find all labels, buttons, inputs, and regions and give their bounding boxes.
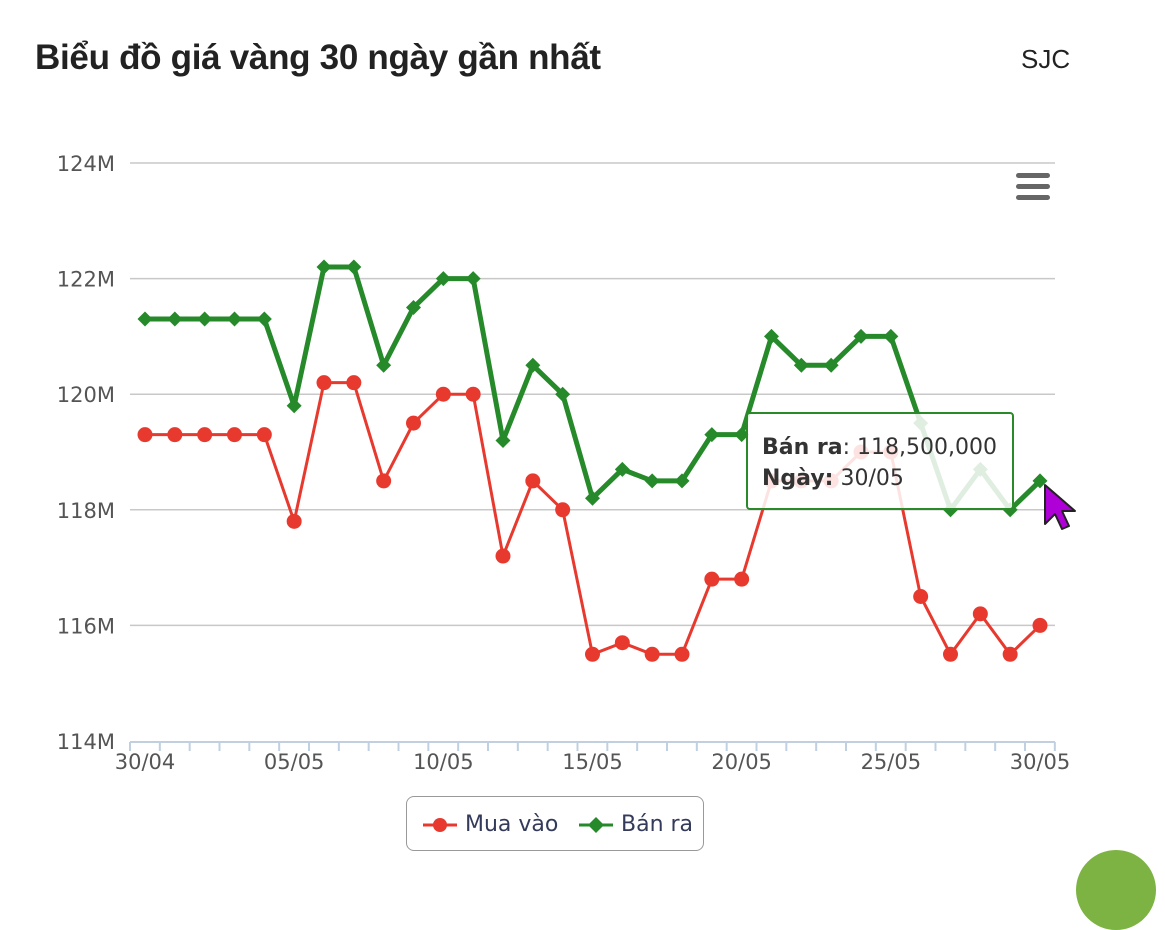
y-tick-label: 124M: [57, 152, 115, 176]
data-point-buy: [256, 427, 272, 443]
data-point-sell: [435, 271, 451, 287]
data-point-buy: [465, 386, 481, 402]
data-point-buy: [137, 427, 153, 443]
x-axis: [129, 741, 1056, 751]
data-point-buy: [406, 415, 421, 431]
data-point-buy: [972, 606, 988, 622]
mouse-cursor-icon: [1044, 484, 1076, 530]
page-title: Biểu đồ giá vàng 30 ngày gần nhất: [35, 38, 601, 77]
gold-brand-badge[interactable]: SJC: [1021, 44, 1071, 74]
data-point-sell: [823, 357, 839, 373]
data-point-buy: [495, 548, 511, 564]
data-point-sell: [495, 432, 511, 448]
chart-legend: Mua vào Bán ra: [406, 796, 704, 851]
tooltip-series-label: Bán ra: [762, 435, 843, 460]
data-point-buy: [943, 646, 958, 662]
data-point-buy: [585, 646, 600, 662]
data-point-buy: [525, 473, 541, 489]
data-point-sell: [256, 311, 272, 327]
data-point-buy: [1032, 617, 1048, 633]
data-point-sell: [346, 259, 362, 275]
x-tick-label: 05/05: [264, 750, 325, 774]
x-tick-label: 25/05: [861, 750, 922, 774]
y-axis-tick-labels: 114M 116M 118M 120M 122M 124M: [57, 152, 115, 754]
y-tick-label: 120M: [57, 383, 115, 407]
data-point-sell: [316, 259, 332, 275]
data-point-buy: [197, 427, 213, 443]
data-point-sell: [734, 427, 750, 443]
legend-buy-label: Mua vào: [465, 812, 559, 837]
data-point-sell: [525, 357, 541, 373]
legend-sell-marker-icon: [579, 816, 613, 833]
x-tick-label: 30/05: [1010, 750, 1071, 774]
data-point-buy: [734, 571, 750, 587]
grid-lines: [130, 162, 1055, 627]
data-point-sell: [674, 473, 690, 489]
hamburger-menu-icon: [1016, 173, 1050, 178]
data-point-buy: [346, 375, 362, 391]
chart-menu-button[interactable]: [1012, 170, 1054, 204]
x-tick-label: 15/05: [562, 750, 623, 774]
data-point-buy: [913, 589, 929, 604]
data-point-buy: [376, 473, 392, 489]
data-point-sell: [167, 311, 183, 327]
data-point-sell: [1032, 473, 1048, 489]
data-point-buy: [644, 646, 660, 662]
data-point-buy: [286, 513, 302, 529]
x-tick-label: 10/05: [413, 750, 474, 774]
data-point-sell: [614, 461, 630, 477]
floating-action-button[interactable]: [1076, 850, 1156, 930]
legend-item-buy[interactable]: Mua vào: [421, 797, 558, 852]
data-point-buy: [1002, 646, 1018, 662]
data-point-sell: [197, 311, 213, 327]
data-point-sell: [555, 386, 571, 402]
tooltip-value: 118,500,000: [857, 435, 998, 460]
data-point-sell: [376, 357, 392, 373]
legend-item-sell[interactable]: Bán ra: [577, 797, 693, 852]
data-point-buy: [674, 646, 690, 662]
data-point-buy: [167, 427, 183, 443]
y-tick-label: 122M: [57, 268, 115, 292]
series-sell: [137, 259, 1048, 518]
x-tick-label: 30/04: [115, 750, 176, 774]
tooltip-date-label: Ngày:: [762, 466, 834, 491]
y-tick-label: 116M: [57, 614, 115, 638]
data-point-sell: [853, 328, 869, 344]
data-point-sell: [465, 271, 481, 287]
data-point-sell: [227, 311, 242, 327]
x-axis-tick-labels: 30/04 05/05 10/05 15/05 20/05 25/05 30/05: [115, 750, 1071, 774]
tooltip-date-value: 30/05: [840, 466, 904, 491]
data-point-sell: [406, 300, 421, 315]
legend-buy-marker-icon: [423, 817, 457, 832]
data-point-sell: [585, 490, 600, 506]
legend-sell-label: Bán ra: [621, 812, 694, 837]
data-point-sell: [704, 427, 720, 443]
data-point-sell: [137, 311, 153, 327]
data-point-sell: [764, 328, 779, 344]
data-point-sell: [644, 473, 660, 489]
y-tick-label: 114M: [57, 730, 115, 754]
x-tick-label: 20/05: [711, 750, 772, 774]
data-point-buy: [614, 635, 630, 651]
data-point-sell: [793, 357, 809, 373]
data-point-sell: [883, 328, 899, 344]
chart-tooltip: Bán ra: 118,500,000 Ngày: 30/05: [746, 412, 1014, 510]
data-point-sell: [286, 398, 302, 414]
data-point-buy: [227, 427, 242, 443]
data-point-buy: [555, 502, 571, 518]
data-point-buy: [435, 386, 451, 402]
y-tick-label: 118M: [57, 499, 115, 523]
data-point-buy: [704, 571, 720, 587]
data-point-buy: [316, 375, 332, 391]
